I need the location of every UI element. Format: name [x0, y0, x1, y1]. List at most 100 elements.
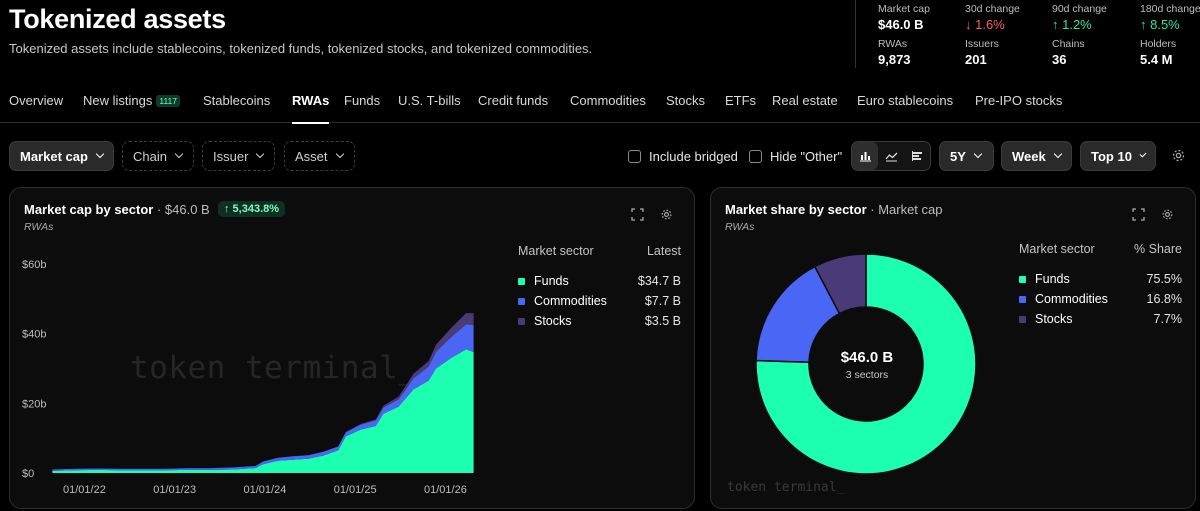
tab-real-estate[interactable]: Real estate — [772, 93, 838, 123]
include-bridged-checkbox[interactable]: Include bridged — [628, 149, 738, 164]
line-chart-icon — [885, 152, 897, 162]
tab-label: Commodities — [570, 93, 646, 108]
tab-pre-ipo-stocks[interactable]: Pre-IPO stocks — [975, 93, 1062, 123]
legend-header: Market sector — [518, 244, 594, 258]
tab-label: Credit funds — [478, 93, 549, 108]
expand-icon[interactable] — [1132, 208, 1145, 221]
stat-value: $46.0 B — [878, 17, 924, 32]
range-dropdown[interactable]: 5Y — [939, 141, 994, 171]
card-title: Market share by sector · Market cap — [725, 202, 943, 217]
tab-stablecoins[interactable]: Stablecoins — [203, 93, 270, 123]
expand-icon[interactable] — [631, 208, 644, 221]
stat-90d-change: 90d change ↑ 1.2% — [1052, 2, 1107, 34]
checkbox-box[interactable] — [749, 150, 762, 163]
stat-label: Holders — [1140, 38, 1177, 50]
stat-label: 180d change — [1140, 3, 1200, 15]
top-n-dropdown[interactable]: Top 10 — [1080, 141, 1156, 171]
legend-value: 16.8% — [1146, 292, 1182, 306]
tab-label: Overview — [9, 93, 64, 108]
market-share-by-sector-card: Market share by sector · Market cap RWAs… — [710, 187, 1196, 509]
legend-label: Commodities — [534, 294, 607, 308]
legend-item-commodities[interactable]: Commodities — [518, 294, 607, 308]
issuer-filter[interactable]: Issuer — [202, 141, 275, 171]
market-cap-by-sector-card: Market cap by sector · $46.0 B ↑ 5,343.8… — [9, 187, 695, 509]
tab-label: Pre-IPO stocks — [975, 93, 1063, 108]
granularity-dropdown-label: Week — [1012, 148, 1046, 164]
card-title-text: Market cap by sector — [24, 202, 154, 217]
granularity-dropdown[interactable]: Week — [1001, 141, 1072, 171]
line-chart-button[interactable] — [878, 142, 904, 170]
hide-other-checkbox[interactable]: Hide "Other" — [749, 149, 842, 164]
chevron-down-icon — [335, 149, 344, 159]
tab-etfs[interactable]: ETFs — [725, 93, 756, 123]
tab-label: Euro stablecoins — [857, 93, 954, 108]
card-title-value: · $46.0 B — [156, 202, 210, 217]
tab-label: New listings — [83, 93, 153, 108]
tab-label: Funds — [344, 93, 381, 108]
legend-swatch — [1019, 295, 1026, 303]
category-tabs: Overview New listings 1117 Stablecoins RW… — [0, 85, 1200, 124]
legend-item-funds[interactable]: Funds — [1019, 272, 1070, 286]
gear-icon[interactable] — [1161, 208, 1174, 221]
stat-label: Issuers — [965, 38, 999, 50]
page-title: Tokenized assets — [9, 4, 226, 34]
tab-rwas[interactable]: RWAs — [292, 93, 330, 124]
legend-swatch — [518, 277, 525, 285]
metric-dropdown-label: Market cap — [20, 148, 88, 164]
stat-holders: Holders 5.4 M — [1140, 37, 1176, 69]
chain-filter-label: Chain — [133, 148, 167, 164]
stat-label: 90d change — [1052, 3, 1107, 15]
card-subtitle: RWAs — [24, 221, 54, 233]
stat-issuers: Issuers 201 — [965, 37, 999, 69]
gear-icon[interactable] — [660, 208, 673, 221]
legend-item-stocks[interactable]: Stocks — [1019, 312, 1073, 326]
tab-credit-funds[interactable]: Credit funds — [478, 93, 548, 123]
stat-label: Chains — [1052, 38, 1085, 50]
legend-item-stocks[interactable]: Stocks — [518, 314, 572, 328]
checkbox-box[interactable] — [628, 150, 641, 163]
legend-value: $7.7 B — [644, 294, 681, 308]
chart-type-toggle — [851, 141, 931, 171]
donut-center: $46.0 B 3 sectors — [816, 349, 918, 381]
tab-label: Real estate — [772, 93, 838, 108]
watermark-logo: token terminal_ — [727, 480, 845, 495]
asset-filter[interactable]: Asset — [284, 141, 355, 171]
tab-us-t-bills[interactable]: U.S. T-bills — [398, 93, 461, 123]
legend-item-commodities[interactable]: Commodities — [1019, 292, 1108, 306]
stats-panel: Market cap $46.0 B 30d change ↓ 1.6% 90d… — [855, 0, 1200, 68]
page-subtitle: Tokenized assets include stablecoins, to… — [9, 41, 593, 56]
tab-funds[interactable]: Funds — [344, 93, 380, 123]
chain-filter[interactable]: Chain — [122, 141, 194, 171]
donut-center-subtitle: 3 sectors — [845, 369, 889, 381]
stat-value: 36 — [1052, 52, 1067, 67]
stat-label: 30d change — [965, 3, 1020, 15]
gear-icon[interactable] — [1171, 148, 1186, 163]
donut-center-value: $46.0 B — [840, 349, 894, 366]
legend-swatch — [518, 297, 525, 305]
watermark-logo: token terminal_ — [130, 350, 418, 386]
tab-overview[interactable]: Overview — [9, 93, 63, 123]
legend-value-header: Latest — [646, 244, 681, 258]
horizontal-bar-button[interactable] — [904, 142, 930, 170]
tab-stocks[interactable]: Stocks — [666, 93, 705, 123]
legend-swatch — [1019, 275, 1026, 283]
stat-rwas: RWAs 9,873 — [878, 37, 911, 69]
stat-value: 5.4 M — [1140, 52, 1173, 67]
stat-value: 9,873 — [878, 52, 911, 67]
tab-new-listings[interactable]: New listings 1117 — [83, 93, 181, 123]
horizontal-bar-icon — [911, 151, 922, 161]
legend-value: 7.7% — [1153, 312, 1183, 326]
bar-chart-button[interactable] — [852, 142, 878, 170]
bar-chart-icon — [859, 152, 871, 162]
card-title: Market cap by sector · $46.0 B — [24, 202, 210, 217]
metric-dropdown[interactable]: Market cap — [9, 141, 114, 171]
tab-euro-stablecoins[interactable]: Euro stablecoins — [857, 93, 953, 123]
chevron-down-icon — [95, 149, 105, 159]
issuer-filter-label: Issuer — [213, 148, 249, 164]
tab-commodities[interactable]: Commodities — [570, 93, 646, 123]
legend-item-funds[interactable]: Funds — [518, 274, 569, 288]
card-title-suffix: · Market cap — [870, 202, 943, 217]
stat-value: ↑ 8.5% — [1140, 17, 1180, 32]
top-n-dropdown-label: Top 10 — [1091, 148, 1132, 164]
legend-label: Stocks — [1035, 312, 1073, 326]
